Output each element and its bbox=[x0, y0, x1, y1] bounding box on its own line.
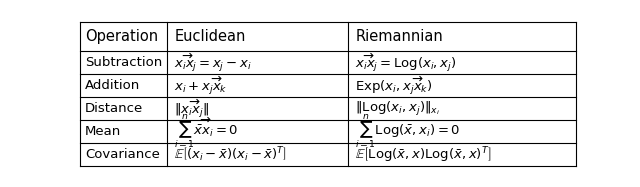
Text: Covariance: Covariance bbox=[85, 148, 160, 161]
Text: $\sum_{i=1}^{n} \overrightarrow{\bar{x}x_i} = 0$: $\sum_{i=1}^{n} \overrightarrow{\bar{x}x… bbox=[174, 113, 239, 151]
Text: $\sum_{i=1}^{n} \mathrm{Log}(\bar{x}, x_i) = 0$: $\sum_{i=1}^{n} \mathrm{Log}(\bar{x}, x_… bbox=[355, 113, 461, 151]
Text: $\mathrm{Exp}(x_i, \overrightarrow{x_jx_k})$: $\mathrm{Exp}(x_i, \overrightarrow{x_jx_… bbox=[355, 75, 433, 97]
Text: $x_i + \overrightarrow{x_jx_k}$: $x_i + \overrightarrow{x_jx_k}$ bbox=[174, 75, 228, 97]
Text: $\|\mathrm{Log}(x_i, x_j)\|_{x_i}$: $\|\mathrm{Log}(x_i, x_j)\|_{x_i}$ bbox=[355, 100, 440, 118]
Text: Euclidean: Euclidean bbox=[174, 29, 246, 44]
Text: Operation: Operation bbox=[85, 29, 158, 44]
Text: Subtraction: Subtraction bbox=[85, 56, 162, 69]
Text: Distance: Distance bbox=[85, 102, 143, 115]
Text: Riemannian: Riemannian bbox=[355, 29, 443, 44]
Text: $\overrightarrow{x_ix_j} = \mathrm{Log}(x_i, x_j)$: $\overrightarrow{x_ix_j} = \mathrm{Log}(… bbox=[355, 52, 457, 74]
Text: $\mathbb{E}\left[(x_i - \bar{x})(x_i - \bar{x})^T\right]$: $\mathbb{E}\left[(x_i - \bar{x})(x_i - \… bbox=[174, 145, 287, 164]
Text: $\overrightarrow{x_ix_j} = x_j - x_i$: $\overrightarrow{x_ix_j} = x_j - x_i$ bbox=[174, 52, 252, 74]
Text: Mean: Mean bbox=[85, 125, 121, 138]
Text: Addition: Addition bbox=[85, 79, 140, 92]
Text: $\|\overrightarrow{x_ix_j}\|$: $\|\overrightarrow{x_ix_j}\|$ bbox=[174, 98, 209, 120]
Text: $\mathbb{E}\left[\mathrm{Log}(\bar{x}, x)\mathrm{Log}(\bar{x}, x)^T\right]$: $\mathbb{E}\left[\mathrm{Log}(\bar{x}, x… bbox=[355, 145, 492, 165]
